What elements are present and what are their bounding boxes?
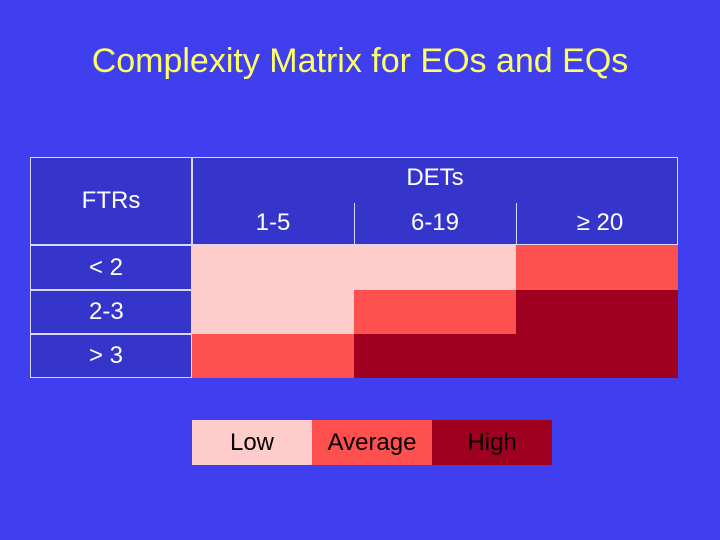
legend-low-label: Low (229, 428, 275, 456)
legend-low: Low (192, 420, 312, 465)
matrix-cell (192, 334, 354, 378)
column-header-20-plus: ≥ 20 (576, 209, 624, 236)
column-divider (516, 203, 517, 245)
ftrs-header: FTRs (81, 187, 141, 214)
row-header-2-3: 2-3 (89, 298, 124, 325)
matrix-cell (354, 245, 516, 290)
column-header-1-5: 1-5 (255, 209, 291, 236)
legend-average: Average (312, 420, 432, 465)
matrix-cell (516, 245, 678, 290)
row-header-lt-2: < 2 (89, 253, 124, 281)
row-header-cell: > 3 (30, 334, 192, 378)
row-header-gt-3: > 3 (89, 342, 124, 369)
legend-high: High (432, 420, 552, 465)
matrix-cell (354, 334, 516, 378)
row-header-cell: 2-3 (30, 290, 192, 334)
matrix-cell (192, 290, 354, 334)
slide-title: Complexity Matrix for EOs and EQs (91, 42, 629, 80)
legend-high-label: High (467, 428, 517, 456)
matrix-cell (192, 245, 354, 290)
row-header-cell: < 2 (30, 245, 192, 290)
matrix-cell (354, 290, 516, 334)
matrix-cell (516, 334, 678, 378)
dets-header: DETs (406, 164, 464, 191)
dets-header-cell (192, 157, 678, 245)
legend-average-label: Average (327, 428, 417, 456)
column-divider (354, 203, 355, 245)
column-header-6-19: 6-19 (410, 209, 460, 236)
matrix-cell (516, 290, 678, 334)
ftrs-header-cell: FTRs (30, 157, 192, 245)
